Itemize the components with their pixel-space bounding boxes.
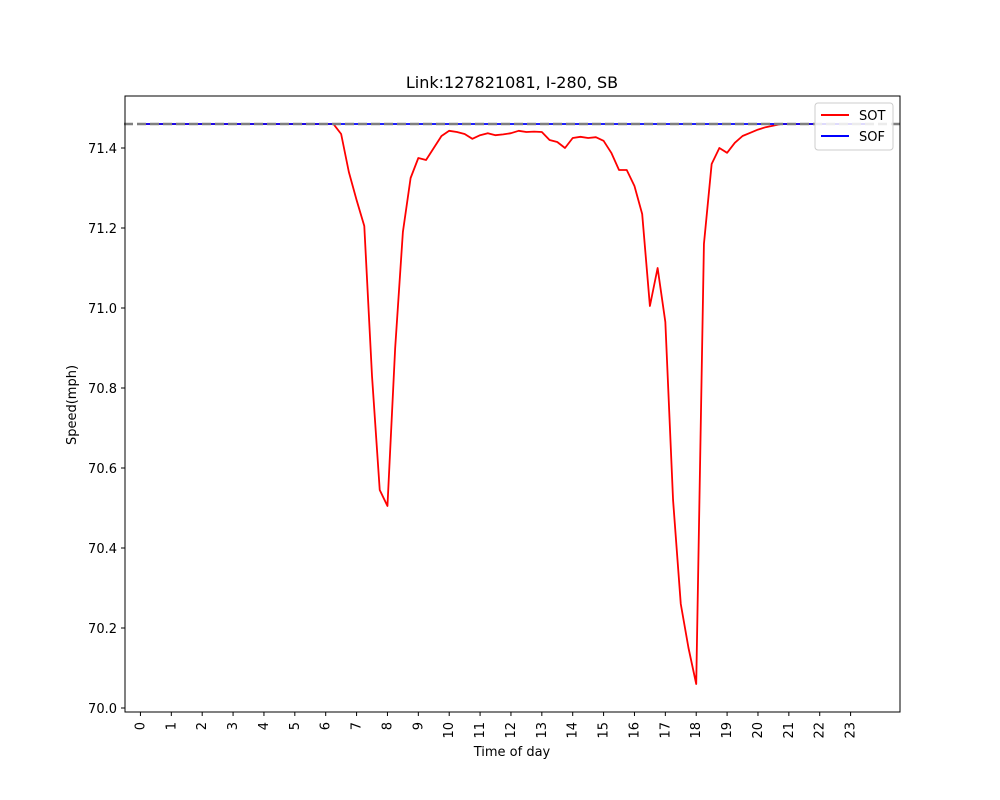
x-tick-label: 3	[226, 722, 241, 730]
x-tick-label: 0	[133, 722, 148, 730]
x-tick-label: 16	[627, 722, 642, 739]
x-tick-label: 9	[411, 722, 426, 730]
plot-area: 0 1 2 3 4 5 6 7 8 9 10 11 12 13 14 15 16 17 18 19 20 21 22 2370…	[88, 95, 901, 739]
legend-label-sot: SOT	[859, 109, 885, 124]
x-tick-label: 1	[164, 722, 179, 730]
y-tick-label: 71.2	[88, 222, 117, 237]
x-axis-label: Time of day	[473, 745, 551, 760]
x-tick-label: 6	[319, 722, 334, 730]
legend: SOT SOF	[814, 102, 894, 151]
x-tick-label: 23	[844, 722, 859, 739]
x-tick-label: 11	[473, 722, 488, 739]
x-tick-label: 2	[195, 722, 210, 730]
y-axis-label: Speed(mph)	[65, 365, 80, 445]
x-tick-label: 22	[813, 722, 828, 739]
x-tick-label: 8	[380, 722, 395, 730]
x-tick-label: 19	[720, 722, 735, 739]
x-tick-label: 18	[689, 722, 704, 739]
y-tick-label: 70.4	[88, 542, 117, 557]
x-tick-label: 7	[350, 722, 365, 730]
x-tick-label: 12	[504, 722, 519, 739]
chart-title: Link:127821081, I-280, SB	[406, 73, 618, 92]
y-tick-label: 71.4	[88, 142, 117, 157]
x-tick-label: 4	[257, 722, 272, 730]
x-tick-label: 21	[782, 722, 797, 739]
x-tick-label: 10	[442, 722, 457, 739]
x-tick-label: 14	[566, 722, 581, 739]
y-tick-label: 71.0	[88, 302, 117, 317]
x-tick-label: 13	[535, 722, 550, 739]
x-tick-label: 20	[751, 722, 766, 739]
y-tick-label: 70.2	[88, 622, 117, 637]
x-tick-label: 17	[658, 722, 673, 739]
x-tick-label: 15	[597, 722, 612, 739]
y-tick-label: 70.6	[88, 462, 117, 477]
x-tick-label: 5	[288, 722, 303, 730]
y-tick-label: 70.8	[88, 382, 117, 397]
legend-label-sof: SOF	[859, 130, 885, 145]
axes-frame	[124, 95, 901, 713]
y-tick-label: 70.0	[88, 702, 117, 717]
